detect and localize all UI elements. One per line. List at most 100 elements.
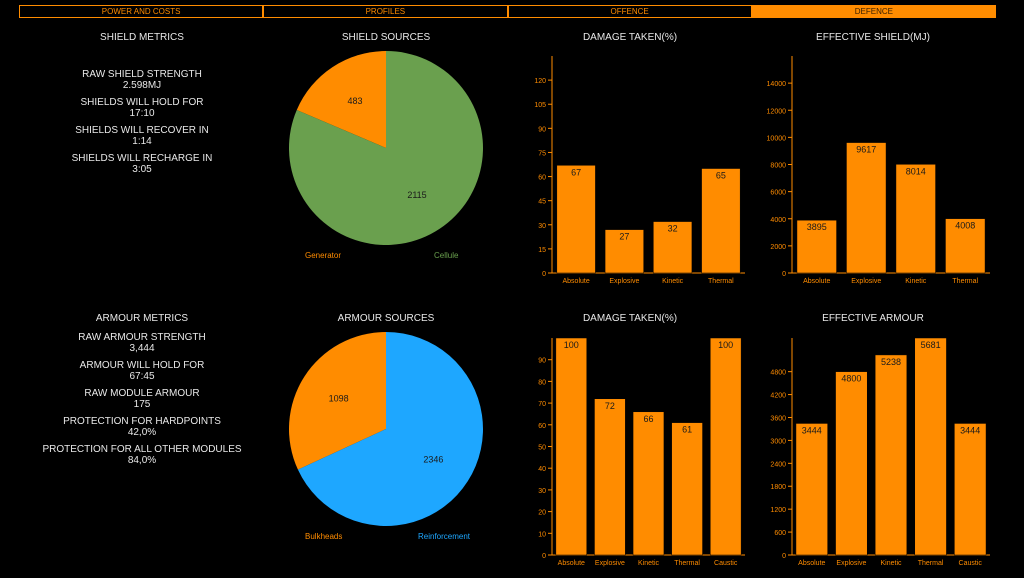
armour-damage-y-tick-label: 70 — [538, 401, 546, 408]
metric-label: ARMOUR WILL HOLD FOR — [79, 360, 205, 371]
shield-sources-pie: 483 2115 — [289, 51, 483, 246]
effective-armour-bar-caustic — [954, 423, 987, 556]
armour-damage-bar-explosive — [594, 398, 626, 556]
effective-shield-bar-absolute — [796, 219, 837, 274]
effective-armour-bar-label-kinetic: 5238 — [881, 357, 901, 367]
effective-shield-y-tick-label: 8000 — [770, 163, 786, 170]
armour-damage-x-tick-label-kinetic: Kinetic — [638, 560, 660, 567]
armour-damage-y-tick-label: 90 — [538, 358, 546, 365]
metric-value: 3,444 — [129, 343, 155, 354]
effective-shield-x-tick-label-thermal: Thermal — [952, 278, 978, 285]
armour-sources-slice-bulkheads — [289, 332, 386, 470]
metric-raw-shield-strength: RAW SHIELD STRENGTH 2.598MJ — [42, 69, 242, 91]
legend-generator: Generator — [305, 251, 342, 260]
effective-armour-bar-label-explosive: 4800 — [841, 374, 861, 384]
effective-armour-bar-explosive — [835, 371, 868, 556]
metric-value: 2.598MJ — [122, 80, 162, 91]
effective-armour-y-tick-label: 1800 — [770, 484, 786, 491]
armour-damage-bar-absolute — [555, 337, 587, 556]
effective-shield-y-tick-label: 10000 — [767, 135, 787, 142]
effective-shield-title: EFFECTIVE SHIELD(MJ) — [816, 32, 930, 43]
legend-reinforcement: Reinforcement — [418, 532, 471, 541]
effective-armour-bar-label-caustic: 3444 — [960, 425, 980, 435]
tab-profiles[interactable]: PROFILES — [263, 5, 508, 18]
shield-damage-x-tick-label-absolute: Absolute — [563, 278, 590, 285]
armour-damage-bar-thermal — [671, 422, 703, 556]
shield-damage-y-tick-label: 105 — [534, 102, 546, 109]
effective-armour-y-tick-label: 2400 — [770, 461, 786, 468]
metric-shields-recharge-in: SHIELDS WILL RECHARGE IN 3:05 — [42, 153, 242, 175]
armour-damage-x-tick-label-thermal: Thermal — [674, 560, 700, 567]
armour-damage-bar-label-thermal: 61 — [682, 425, 692, 435]
shield-metrics-title: SHIELD METRICS — [100, 32, 184, 43]
effective-armour-y-tick-label: 4800 — [770, 370, 786, 377]
effective-shield-bar-label-explosive: 9617 — [856, 145, 876, 155]
shield-damage-y-tick-label: 75 — [538, 150, 546, 157]
metric-raw-module-armour: RAW MODULE ARMOUR 175 — [42, 388, 242, 410]
legend-bulkheads: Bulkheads — [305, 532, 343, 541]
effective-shield-x-tick-label-explosive: Explosive — [851, 278, 881, 285]
effective-armour-title: EFFECTIVE ARMOUR — [822, 313, 924, 324]
metric-protection-hardpoints: PROTECTION FOR HARDPOINTS 42,0% — [42, 416, 242, 438]
effective-armour-bar-thermal — [914, 337, 947, 556]
armour-damage-title: DAMAGE TAKEN(%) — [582, 313, 678, 324]
effective-shield-y-tick-label: 2000 — [770, 244, 786, 251]
effective-shield-bar-kinetic — [895, 164, 936, 274]
metric-label: RAW MODULE ARMOUR — [84, 388, 200, 399]
armour-damage-bar-label-caustic: 100 — [718, 340, 733, 350]
shield-damage-x-tick-label-explosive: Explosive — [609, 278, 639, 285]
effective-armour-chart: 0 600 1200 1800 2400 3000 3600 4200 4800 3444 Abso… — [770, 337, 990, 567]
metric-label: PROTECTION FOR ALL OTHER MODULES — [42, 444, 242, 455]
effective-armour-y-tick-label: 3600 — [770, 415, 786, 422]
effective-shield-bar-thermal — [945, 218, 986, 274]
armour-damage-y-tick-label: 0 — [542, 553, 546, 560]
armour-sources-title: ARMOUR SOURCES — [337, 313, 435, 324]
metric-label: SHIELDS WILL RECHARGE IN — [71, 153, 213, 164]
shield-damage-bar-explosive — [604, 229, 644, 274]
effective-shield-y-tick-label: 6000 — [770, 190, 786, 197]
metric-shields-recover-in: SHIELDS WILL RECOVER IN 1:14 — [42, 125, 242, 147]
armour-damage-bar-label-explosive: 72 — [605, 401, 615, 411]
shield-damage-title: DAMAGE TAKEN(%) — [582, 32, 678, 43]
shield-damage-y-tick-label: 30 — [538, 223, 546, 230]
metric-label: PROTECTION FOR HARDPOINTS — [63, 416, 221, 427]
shield-metrics: RAW SHIELD STRENGTH 2.598MJ SHIELDS WILL… — [42, 69, 242, 181]
metric-value: 84,0% — [127, 455, 157, 466]
armour-sources-pie: 1098 2346 — [289, 332, 483, 526]
shield-damage-bar-kinetic — [653, 221, 693, 274]
armour-damage-y-tick-label: 10 — [538, 531, 546, 538]
effective-shield-x-tick-label-absolute: Absolute — [803, 278, 830, 285]
shield-sources-slice-label-generator: 483 — [347, 96, 362, 106]
armour-sources-slice-reinforcement — [297, 332, 483, 526]
effective-armour-y-tick-label: 1200 — [770, 507, 786, 514]
effective-shield-x-tick-label-kinetic: Kinetic — [905, 278, 927, 285]
armour-damage-y-tick-label: 30 — [538, 488, 546, 495]
metric-armour-hold-for: ARMOUR WILL HOLD FOR 67:45 — [42, 360, 242, 382]
tab-defence[interactable]: DEFENCE — [751, 5, 996, 18]
armour-damage-y-tick-label: 80 — [538, 379, 546, 386]
metric-label: SHIELDS WILL RECOVER IN — [75, 125, 209, 136]
metric-value: 17:10 — [129, 108, 155, 119]
effective-shield-bar-label-absolute: 3895 — [807, 222, 827, 232]
armour-damage-bar-caustic — [710, 337, 742, 556]
tab-offence[interactable]: OFFENCE — [507, 5, 752, 18]
legend-cellule: Cellule — [434, 251, 459, 260]
metric-value: 1:14 — [132, 136, 152, 147]
shield-damage-bar-label-kinetic: 32 — [668, 224, 678, 234]
armour-metrics: RAW ARMOUR STRENGTH 3,444 ARMOUR WILL HO… — [42, 332, 242, 472]
effective-armour-bar-label-thermal: 5681 — [921, 340, 941, 350]
armour-damage-bar-label-absolute: 100 — [564, 340, 579, 350]
shield-sources-slice-label-cellule: 2115 — [407, 190, 426, 200]
metric-value: 175 — [133, 399, 151, 410]
shield-damage-y-tick-label: 0 — [542, 271, 546, 278]
armour-sources-slice-label-reinforcement: 2346 — [423, 454, 443, 464]
shield-damage-y-tick-label: 90 — [538, 126, 546, 133]
armour-metrics-title: ARMOUR METRICS — [95, 313, 189, 324]
tab-power-and-costs[interactable]: POWER AND COSTS — [19, 5, 264, 18]
metric-value: 42,0% — [127, 427, 157, 438]
metric-value: 67:45 — [129, 371, 155, 382]
metric-protection-other-modules: PROTECTION FOR ALL OTHER MODULES 84,0% — [42, 444, 242, 466]
metric-label: SHIELDS WILL HOLD FOR — [80, 97, 204, 108]
metric-value: 3:05 — [132, 164, 152, 175]
armour-damage-y-tick-label: 20 — [538, 510, 546, 517]
